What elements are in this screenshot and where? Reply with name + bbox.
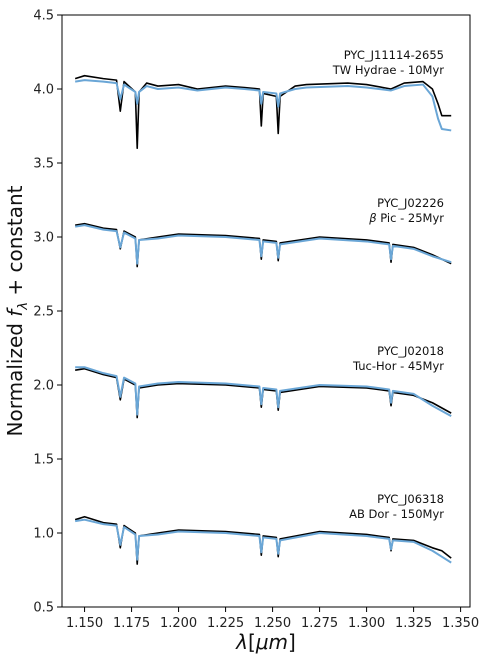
x-tick-label: 1.225 [207, 616, 244, 631]
spectrum-group-label: Tuc-Hor - 45Myr [352, 359, 444, 373]
group-name-text: TW Hydrae - 10Myr [332, 63, 444, 77]
spectrum-group-label: TW Hydrae - 10Myr [332, 63, 444, 77]
y-tick-label: 2.5 [33, 305, 54, 320]
spectrum-template-line [75, 224, 452, 265]
y-tick-label: 4.0 [33, 83, 54, 98]
y-tick-label: 3.5 [33, 157, 54, 172]
x-axis-label: λ[μm] [235, 630, 296, 654]
x-tick-label: 1.350 [442, 616, 479, 631]
spectrum-object-label: PYC_J02226 [377, 196, 444, 210]
y-tick-label: 1.0 [33, 527, 54, 542]
spectrum-group-label: β Pic - 25Myr [368, 211, 444, 225]
group-name-text: AB Dor - 150Myr [349, 507, 444, 521]
x-tick-label: 1.300 [348, 616, 385, 631]
group-name-text: Pic - 25Myr [377, 211, 445, 225]
spectrum-object-label: PYC_J02018 [377, 344, 444, 358]
series-group [74, 74, 452, 565]
y-tick-label: 1.5 [33, 453, 54, 468]
spectrum-object-label: PYC_J06318 [377, 492, 444, 506]
group-prefix-symbol: β [368, 211, 376, 225]
spectrum-template-line [75, 366, 452, 417]
spectrum-template-line [75, 518, 452, 564]
y-tick-label: 3.0 [33, 231, 54, 246]
spectrum-group-label: AB Dor - 150Myr [349, 507, 444, 521]
plot-frame [61, 14, 471, 608]
y-tick-label: 4.5 [33, 9, 54, 24]
y-tick-label: 0.5 [33, 601, 54, 616]
spectrum-observed-line [74, 74, 452, 149]
spectrum-object-label: PYC_J11114-2655 [344, 48, 444, 62]
y-axis-label: Normalized fλ + constant [3, 185, 31, 436]
x-tick-label: 1.200 [160, 616, 197, 631]
axis-ticks: 1.150 1.175 1.200 1.225 1.250 1.275 1.300 1.325… [33, 9, 479, 632]
group-name-text: Tuc-Hor - 45Myr [352, 359, 444, 373]
x-tick-label: 1.175 [113, 616, 150, 631]
x-tick-label: 1.275 [301, 616, 338, 631]
x-tick-label: 1.250 [254, 616, 291, 631]
y-tick-label: 2.0 [33, 379, 54, 394]
x-tick-label: 1.150 [66, 616, 103, 631]
spectrum-template-line [75, 79, 452, 132]
x-tick-label: 1.325 [395, 616, 432, 631]
